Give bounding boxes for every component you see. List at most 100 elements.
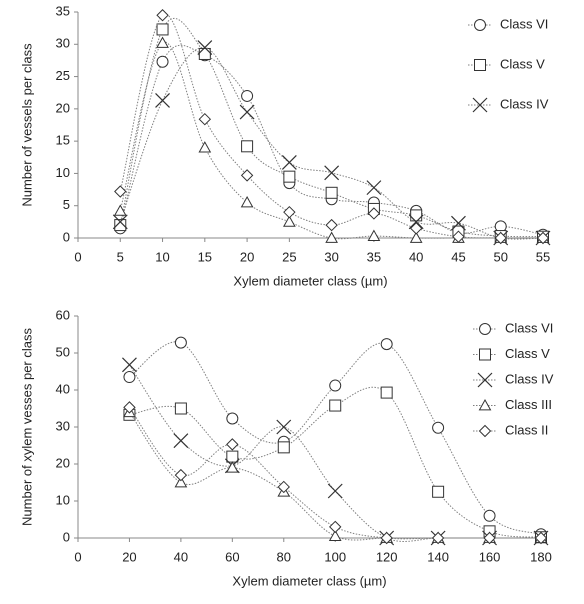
- legend-marker: [478, 424, 492, 438]
- data-point: [277, 441, 290, 454]
- x-tick-label: 80: [277, 549, 291, 564]
- data-point: [241, 140, 254, 153]
- legend-label: Class II: [505, 422, 548, 437]
- y-tick-label: 10: [56, 492, 70, 507]
- legend-marker: [472, 97, 488, 113]
- data-point: [174, 402, 187, 415]
- x-tick-label: 20: [122, 549, 136, 564]
- y-tick-label: 35: [56, 3, 70, 18]
- x-tick-label: 40: [174, 549, 188, 564]
- data-point: [226, 412, 239, 425]
- x-tick-label: 25: [282, 249, 296, 264]
- legend-label: Class VI: [505, 320, 553, 335]
- data-point: [277, 480, 290, 494]
- data-point: [156, 55, 169, 68]
- data-point: [325, 218, 338, 232]
- data-point: [198, 47, 211, 60]
- data-point: [123, 401, 136, 414]
- legend-label: Class IV: [505, 371, 554, 386]
- y-tick-label: 30: [56, 36, 70, 51]
- x-tick-label: 35: [367, 249, 381, 264]
- y-tick-label: 60: [56, 307, 70, 322]
- series-line: [119, 47, 544, 240]
- legend-label: Class V: [505, 346, 550, 361]
- x-tick-label: 10: [155, 249, 169, 264]
- data-point: [283, 215, 296, 227]
- data-point: [276, 419, 292, 435]
- x-tick-label: 0: [74, 249, 81, 264]
- data-point: [483, 531, 496, 545]
- data-point: [329, 379, 342, 392]
- series-line: [129, 407, 541, 540]
- data-point: [536, 231, 550, 245]
- data-point: [198, 141, 212, 153]
- data-point: [494, 231, 507, 245]
- y-tick-label: 10: [56, 165, 70, 180]
- data-point: [325, 186, 338, 199]
- y-tick-label: 5: [63, 197, 70, 212]
- data-point: [174, 336, 187, 349]
- x-tick-label: 30: [324, 249, 338, 264]
- y-tick-label: 15: [56, 133, 70, 148]
- data-point: [452, 230, 465, 243]
- x-axis-label: Xylem diameter class (µm): [233, 273, 387, 288]
- x-tick-label: 5: [117, 249, 124, 264]
- data-point: [240, 169, 254, 182]
- x-tick-label: 140: [427, 549, 449, 564]
- data-point: [197, 40, 213, 55]
- y-axis-label: Number of xylem vesses per class: [19, 328, 34, 526]
- y-tick-label: 50: [56, 344, 70, 359]
- data-point: [432, 485, 445, 498]
- y-tick-label: 0: [63, 529, 70, 544]
- data-point: [483, 509, 496, 522]
- data-point: [451, 215, 466, 231]
- data-point: [155, 93, 170, 108]
- data-point: [156, 9, 169, 22]
- data-point: [173, 433, 189, 449]
- data-point: [409, 222, 423, 235]
- data-point: [410, 209, 423, 222]
- y-tick-label: 30: [56, 418, 70, 433]
- series-line: [129, 364, 541, 542]
- x-tick-label: 55: [536, 249, 550, 264]
- y-tick-label: 25: [56, 68, 70, 83]
- data-point: [225, 461, 239, 473]
- x-tick-label: 180: [530, 549, 552, 564]
- legend-marker: [474, 19, 486, 31]
- x-tick-label: 0: [74, 549, 81, 564]
- data-point: [409, 231, 423, 243]
- data-point: [226, 438, 239, 451]
- legend-label: Class III: [505, 397, 552, 412]
- legend-marker: [474, 59, 486, 71]
- data-point: [380, 338, 393, 351]
- data-point: [226, 450, 239, 463]
- x-tick-label: 60: [225, 549, 239, 564]
- data-point: [324, 165, 340, 181]
- data-point: [329, 520, 342, 534]
- legend-marker: [477, 372, 493, 388]
- y-tick-label: 40: [56, 381, 70, 396]
- y-axis-label: Number of vessels per class: [19, 43, 34, 207]
- data-point: [112, 214, 128, 230]
- x-tick-label: 160: [479, 549, 501, 564]
- x-tick-label: 120: [376, 549, 398, 564]
- legend-label: Class IV: [500, 96, 549, 111]
- data-point: [367, 207, 381, 220]
- x-tick-label: 45: [451, 249, 465, 264]
- legend-marker: [479, 323, 491, 335]
- x-tick-label: 40: [409, 249, 423, 264]
- data-point: [122, 357, 137, 373]
- legend-label: Class V: [500, 56, 545, 71]
- data-point: [327, 483, 343, 499]
- data-point: [534, 531, 548, 545]
- data-point: [380, 386, 393, 399]
- data-point: [198, 112, 212, 126]
- data-point: [283, 205, 296, 219]
- data-point: [380, 531, 393, 545]
- data-point: [367, 229, 381, 241]
- x-tick-label: 15: [198, 249, 212, 264]
- data-point: [329, 399, 342, 412]
- data-point: [283, 170, 296, 183]
